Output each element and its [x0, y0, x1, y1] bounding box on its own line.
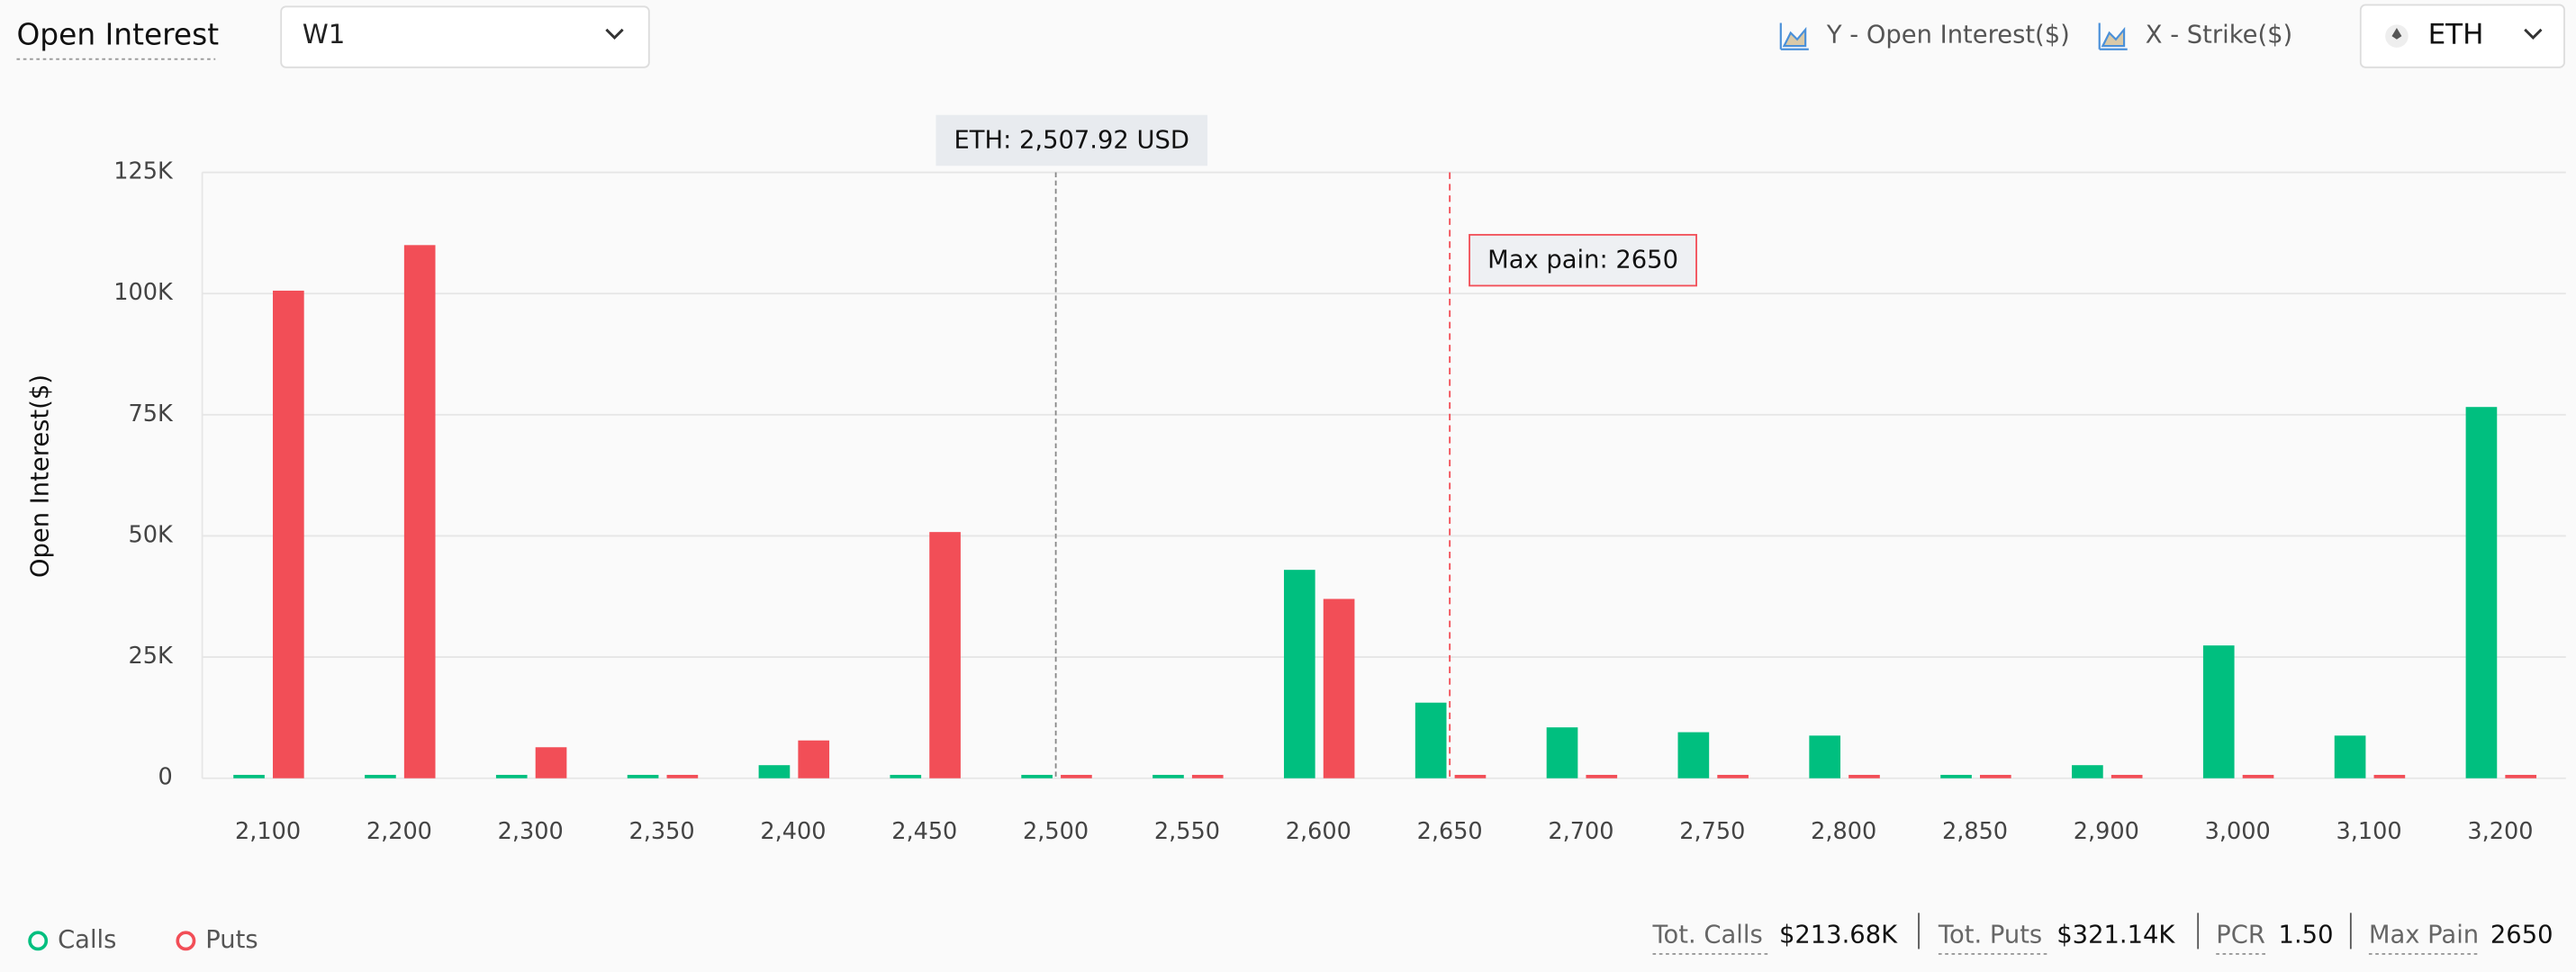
stat-value: $213.68K: [1779, 921, 1898, 949]
x-tick-label: 3,200: [2467, 818, 2533, 845]
bar: [666, 774, 699, 778]
bar: [1191, 774, 1224, 778]
legend-swatch: [176, 931, 196, 951]
label-box: [935, 114, 1208, 166]
stat-label: Max Pain: [2369, 921, 2479, 949]
bar: [2242, 774, 2274, 778]
x-tick-label: 3,000: [2205, 818, 2271, 845]
legend-swatch: [28, 931, 49, 951]
bar: [627, 774, 659, 778]
bar: [2111, 774, 2143, 778]
label-text: ETH: 2,507.92 USD: [954, 126, 1189, 154]
x-tick-label: 2,550: [1154, 818, 1220, 845]
bar: [495, 774, 528, 778]
bar: [1283, 570, 1315, 778]
bar: [1848, 774, 1880, 778]
x-toggle-label: X - Strike($): [2146, 22, 2292, 50]
bar: [1415, 702, 1447, 778]
x-tick-label: 2,100: [235, 818, 301, 845]
bar: [758, 765, 791, 778]
bar: [1454, 774, 1487, 778]
bar: [1809, 735, 1841, 778]
y-axis-toggle[interactable]: Y - Open Interest($): [1779, 22, 2070, 50]
legend-label[interactable]: Puts: [205, 926, 258, 954]
max-pain-line-label: Max pain: 2650: [1469, 233, 1697, 287]
label-text: Max pain: 2650: [1487, 247, 1678, 274]
bar: [890, 774, 922, 778]
dropdown-arrow: [2524, 28, 2543, 40]
x-tick-label: 2,650: [1417, 818, 1483, 845]
x-tick-label: 3,100: [2336, 818, 2402, 845]
stat-value: 2650: [2490, 921, 2553, 949]
icon: [1779, 22, 1809, 50]
x-tick-label: 2,600: [1286, 818, 1351, 845]
label-box: [1469, 233, 1697, 287]
bar: [403, 245, 436, 778]
page-title: Open Interest: [16, 18, 219, 52]
bar: [1717, 774, 1749, 778]
bar: [273, 290, 304, 778]
bar: [1677, 732, 1710, 778]
bar: [1061, 774, 1092, 778]
x-tick-label: 2,700: [1548, 818, 1613, 845]
bar: [1021, 774, 1053, 778]
period-select[interactable]: [280, 5, 650, 68]
x-tick-label: 2,900: [2074, 818, 2139, 845]
x-tick-label: 2,450: [891, 818, 957, 845]
x-tick-label: 2,800: [1811, 818, 1876, 845]
bar: [2465, 407, 2498, 778]
bar: [2202, 645, 2235, 778]
asset-select[interactable]: [2359, 4, 2565, 68]
spot-line-label: ETH: 2,507.92 USD: [935, 114, 1208, 166]
icon: [2098, 22, 2128, 50]
bar: [1940, 774, 1972, 778]
bar: [1152, 774, 1184, 778]
x-tick-label: 2,750: [1679, 818, 1745, 845]
bar: [233, 774, 265, 778]
stat-label: PCR: [2216, 921, 2265, 949]
y-axis-title: Open Interest($): [26, 374, 54, 578]
dropdown-arrow: [605, 28, 624, 40]
y-tick-label: 50K: [129, 521, 174, 548]
bar: [1546, 727, 1578, 778]
y-toggle-label: Y - Open Interest($): [1826, 22, 2070, 50]
bar: [1323, 598, 1355, 778]
stat-value: $321.14K: [2056, 921, 2175, 949]
y-tick-label: 0: [158, 764, 173, 791]
x-tick-label: 2,850: [1942, 818, 2008, 845]
x-tick-label: 2,200: [366, 818, 432, 845]
bar: [1979, 774, 2011, 778]
bar: [929, 532, 961, 778]
x-axis-toggle[interactable]: X - Strike($): [2098, 22, 2293, 50]
bar: [535, 747, 567, 778]
x-tick-label: 2,350: [629, 818, 695, 845]
y-tick-label: 75K: [129, 400, 174, 428]
y-tick-label: 25K: [129, 643, 174, 670]
asset-value: ETH: [2428, 19, 2484, 51]
bar: [1586, 774, 1618, 778]
bar: [365, 774, 396, 778]
stat-value: 1.50: [2279, 921, 2334, 949]
legend-label[interactable]: Calls: [58, 926, 116, 954]
bar: [2505, 774, 2537, 778]
eth-glyph: [2391, 28, 2402, 40]
bar: [798, 740, 830, 778]
stat-label: Tot. Puts: [1938, 921, 2042, 949]
x-tick-label: 2,500: [1023, 818, 1089, 845]
footer: Calls Puts Tot. Calls $213.68K Tot. Puts…: [28, 913, 2553, 955]
y-tick-label: 125K: [113, 158, 174, 185]
bar: [2373, 774, 2406, 778]
x-tick-label: 2,400: [760, 818, 826, 845]
x-tick-label: 2,300: [498, 818, 564, 845]
y-tick-label: 100K: [113, 279, 174, 306]
stat-label: Tot. Calls: [1652, 921, 1763, 949]
bar: [2072, 765, 2103, 778]
bar: [2334, 735, 2366, 778]
period-value: W1: [303, 19, 345, 50]
